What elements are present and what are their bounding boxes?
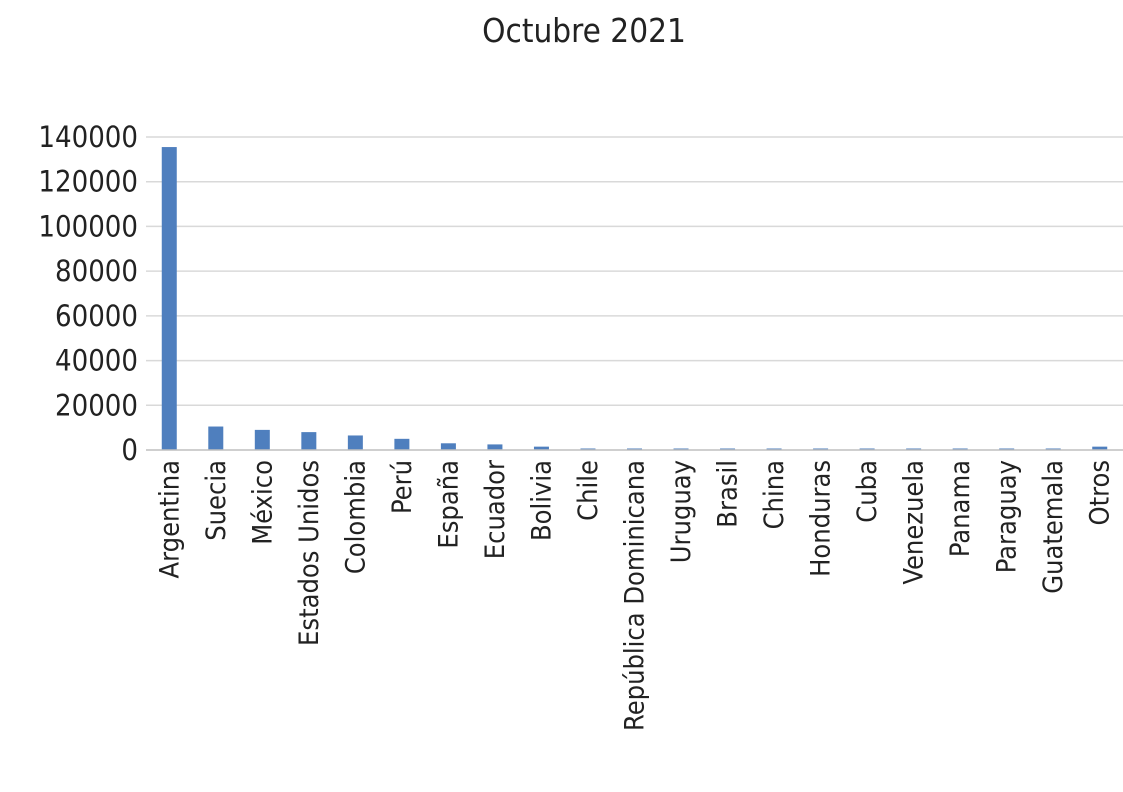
x-category-label: Chile	[573, 460, 604, 521]
x-category-label: Argentina	[154, 460, 185, 578]
bar	[533, 446, 549, 450]
x-category-label: Brasil	[713, 460, 744, 528]
x-category-label: Otros	[1085, 460, 1116, 526]
bar	[347, 435, 363, 450]
x-axis-category-labels: Argentina Suecia México Estados Unidos Colom…	[154, 460, 1115, 731]
y-tick-label: 20000	[55, 388, 138, 422]
x-category-label: Estados Unidos	[294, 460, 325, 646]
x-category-label: Uruguay	[666, 460, 697, 563]
y-tick-label: 120000	[38, 165, 138, 199]
x-category-label: México	[247, 460, 278, 545]
bar	[487, 444, 503, 450]
bar	[301, 432, 317, 450]
x-category-label: España	[433, 460, 464, 549]
y-tick-label: 0	[121, 433, 138, 467]
bar	[254, 429, 270, 450]
x-category-label: China	[759, 460, 790, 529]
y-axis-ticks: 0 20000 40000 60000 80000 100000 120000 140000	[38, 120, 138, 467]
bar	[394, 438, 410, 450]
chart-title: Octubre 2021	[482, 11, 686, 50]
y-tick-label: 60000	[55, 299, 138, 333]
x-category-label: Ecuador	[480, 460, 511, 559]
y-tick-label: 140000	[38, 120, 138, 154]
x-category-label: Bolivia	[526, 460, 557, 541]
y-tick-label: 80000	[55, 254, 138, 288]
x-category-label: Suecia	[201, 460, 232, 541]
x-category-label: Venezuela	[899, 460, 930, 585]
x-category-label: Panama	[945, 460, 976, 557]
y-tick-label: 100000	[38, 209, 138, 243]
x-category-label: Paraguay	[992, 460, 1023, 573]
bar	[208, 426, 224, 450]
x-category-label: República Dominicana	[620, 460, 651, 731]
bar	[161, 147, 177, 450]
x-category-label: Cuba	[852, 460, 883, 523]
y-tick-label: 40000	[55, 344, 138, 378]
bar	[440, 443, 456, 450]
gridlines	[146, 136, 1123, 407]
bar	[1092, 446, 1108, 450]
x-category-label: Guatemala	[1038, 460, 1069, 594]
x-category-label: Perú	[387, 460, 418, 514]
x-category-label: Honduras	[806, 460, 837, 577]
x-category-label: Colombia	[340, 460, 371, 574]
